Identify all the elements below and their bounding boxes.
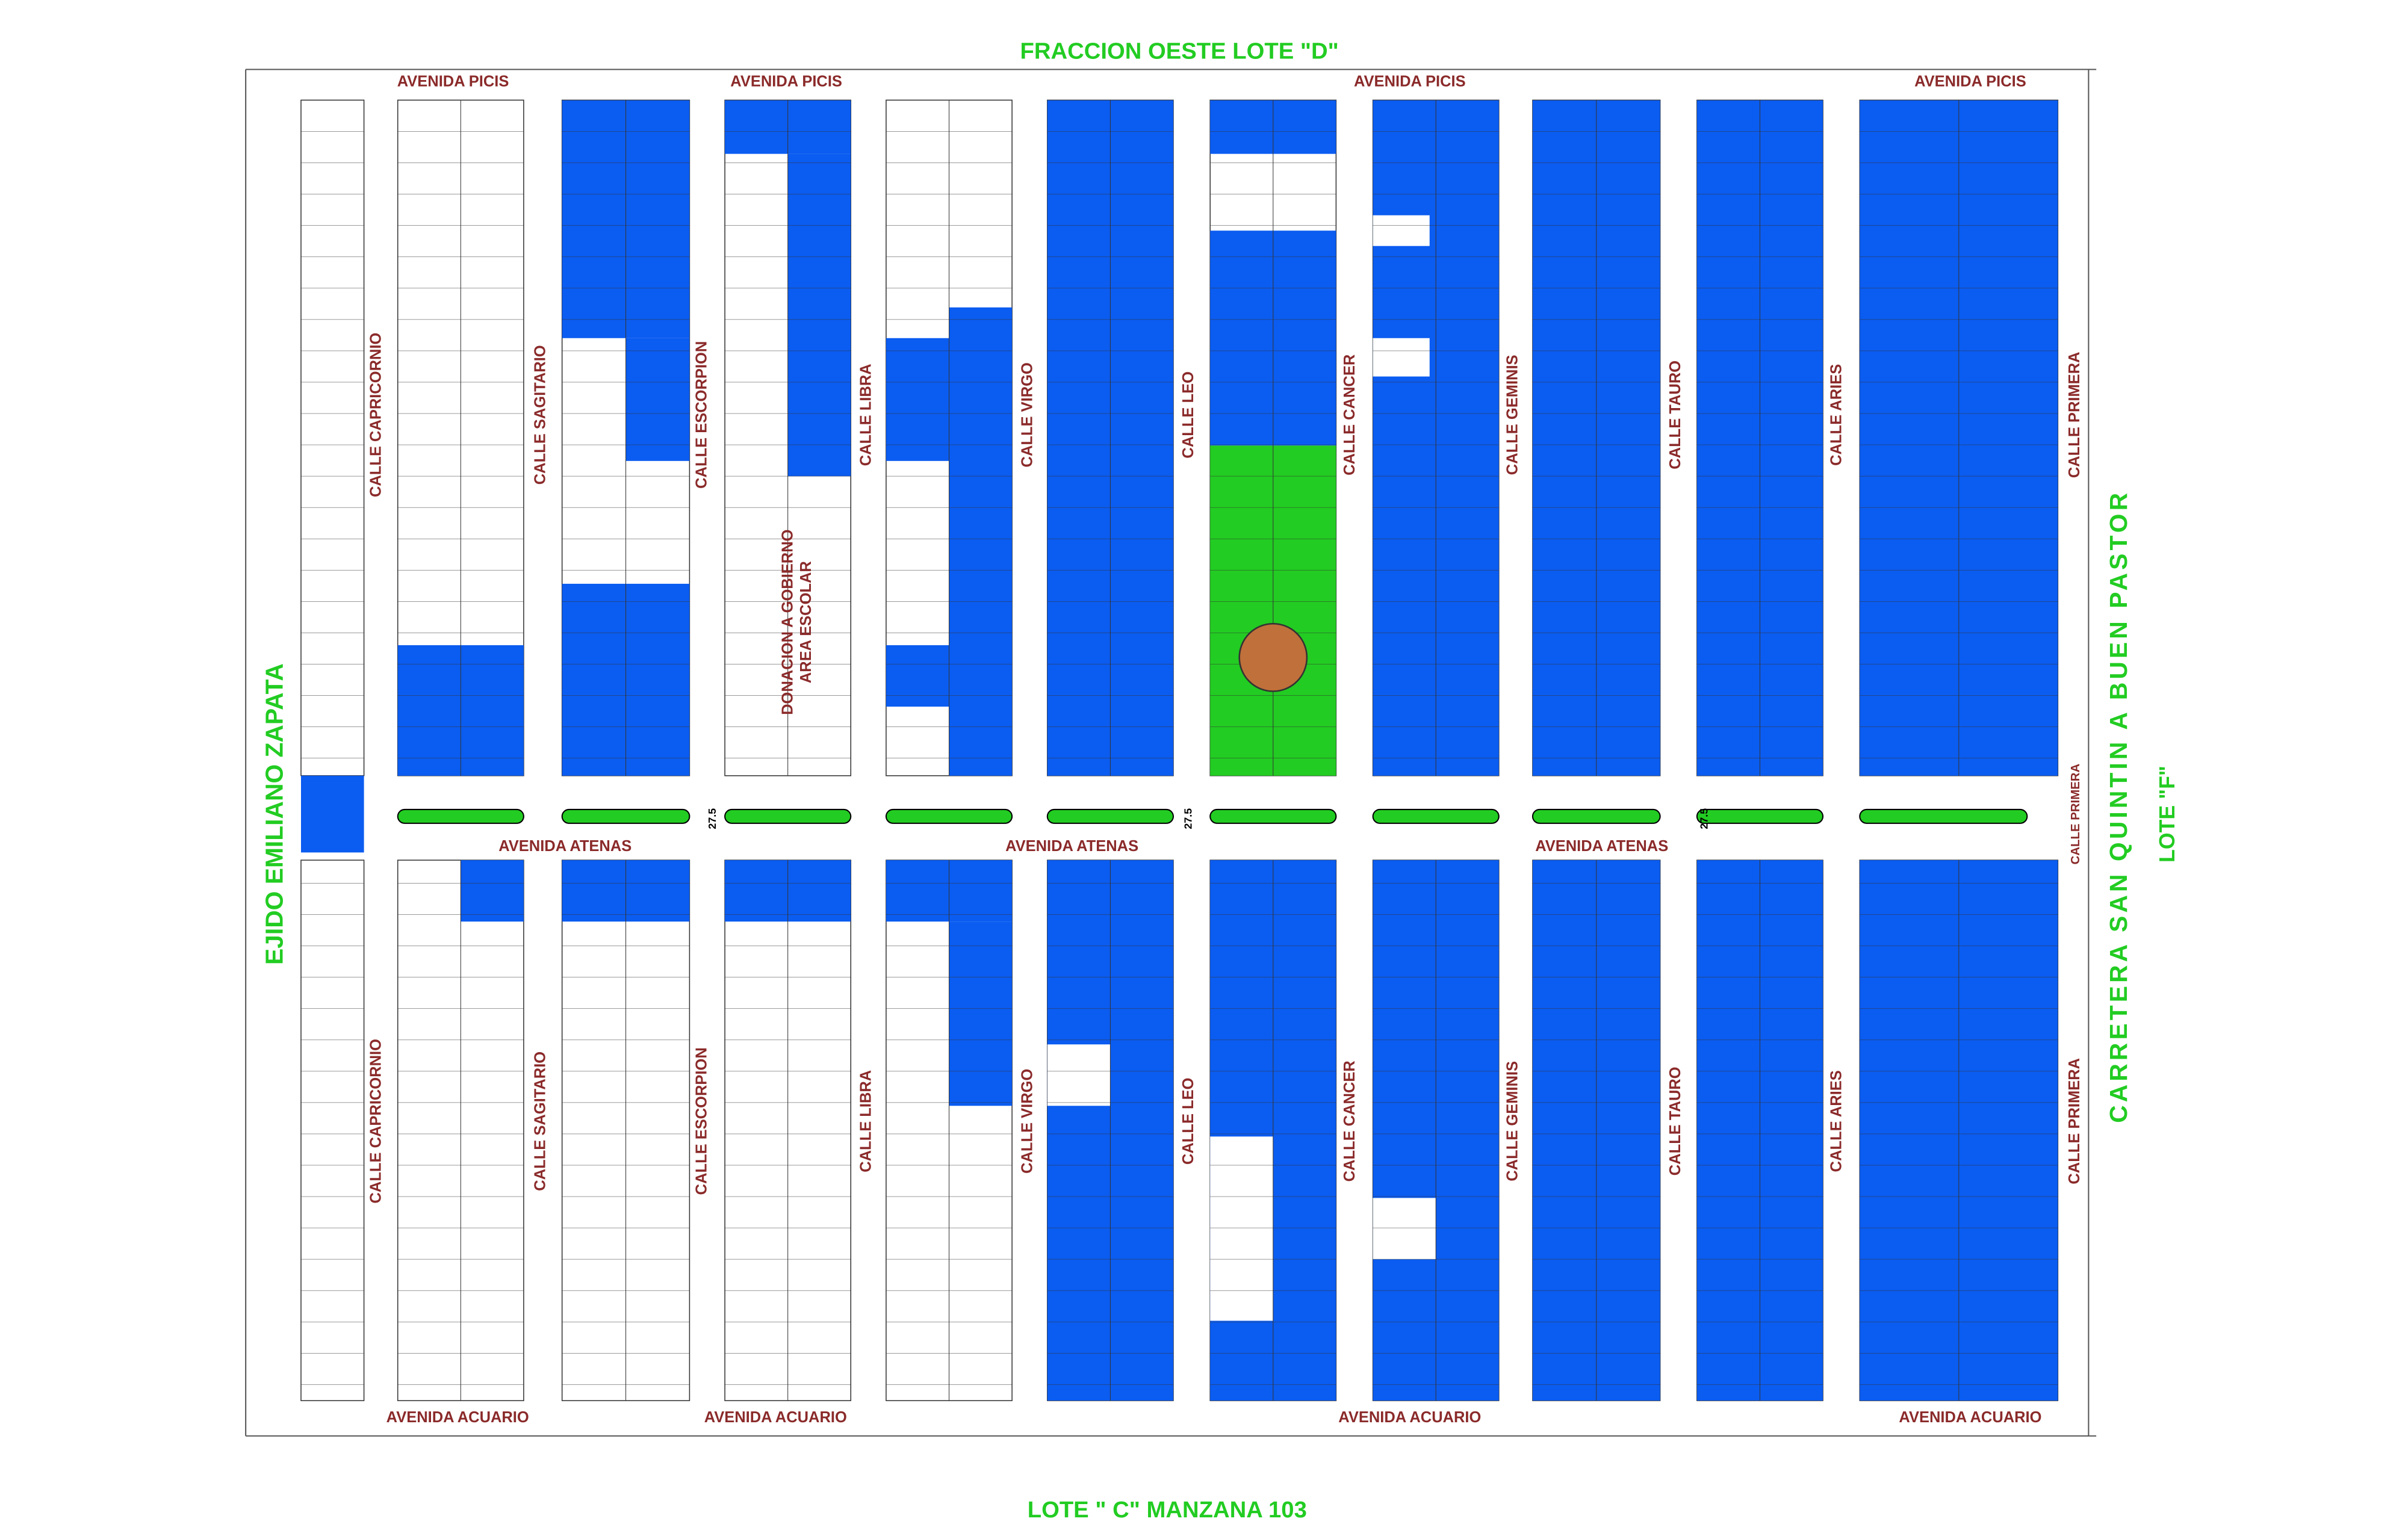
- street-label: CALLE CAPRICORNIO: [368, 1039, 385, 1203]
- avenue-label: AVENIDA ATENAS: [498, 838, 631, 855]
- street-label: CALLE LEO: [1180, 1078, 1197, 1165]
- street-label: CALLE GEMINIS: [1504, 355, 1521, 475]
- street-label: CALLE ARIES: [1828, 364, 1845, 466]
- street-label: CALLE ARIES: [1828, 1070, 1845, 1172]
- street-label: CALLE VIRGO: [1019, 362, 1035, 467]
- bottom-label: LOTE " C" MANZANA 103: [1028, 1497, 1307, 1523]
- street-label: CALLE CAPRICORNIO: [368, 333, 385, 497]
- avenue-label: AVENIDA PICIS: [1354, 73, 1466, 90]
- avenue-label: AVENIDA ACUARIO: [1338, 1409, 1481, 1426]
- title: FRACCION OESTE LOTE "D": [1020, 38, 1339, 64]
- avenue-label: AVENIDA ATENAS: [1005, 838, 1138, 855]
- street-label: CALLE PRIMERA: [2066, 1058, 2083, 1185]
- lot-lines: [301, 100, 364, 776]
- street-label: CALLE SAGITARIO: [532, 1051, 549, 1191]
- street-label: CALLE CANCER: [1341, 355, 1358, 475]
- plaza: [1238, 622, 1308, 692]
- street-label: CALLE LIBRA: [857, 1070, 874, 1172]
- median: [885, 808, 1013, 824]
- street-label: CALLE LEO: [1180, 371, 1197, 458]
- avenue-label: AVENIDA ATENAS: [1535, 838, 1668, 855]
- lot-lines: [301, 860, 364, 1401]
- median: [1372, 808, 1500, 824]
- street-label: CALLE CANCER: [1341, 1061, 1358, 1181]
- street-label: CALLE PRIMERA: [2066, 351, 2083, 478]
- street-label: CALLE ESCORPION: [693, 1047, 710, 1195]
- school-label: AREA ESCOLAR: [798, 561, 815, 683]
- median: [1859, 808, 2028, 824]
- median: [1209, 808, 1337, 824]
- left-label: EJIDO EMILIANO ZAPATA: [260, 663, 288, 965]
- street-label: CALLE LIBRA: [857, 364, 874, 466]
- median: [561, 808, 690, 824]
- street-label: CALLE ESCORPION: [693, 341, 710, 489]
- road-width: 27.5: [1698, 808, 1710, 829]
- blocks: [300, 99, 2059, 1401]
- labels: FRACCION OESTE LOTE "D" LOTE " C" MANZAN…: [260, 38, 2179, 1522]
- median: [1531, 808, 1661, 824]
- street-label: CALLE SAGITARIO: [532, 345, 549, 485]
- median: [724, 808, 852, 824]
- avenue-label: AVENIDA PICIS: [730, 73, 842, 90]
- right-lote: LOTE "F": [2155, 766, 2179, 862]
- street-label: CALLE TAURO: [1667, 1067, 1684, 1175]
- median: [301, 775, 364, 853]
- avenue-label: AVENIDA ACUARIO: [704, 1409, 847, 1426]
- street-label: CALLE VIRGO: [1019, 1069, 1035, 1174]
- street-label: CALLE GEMINIS: [1504, 1061, 1521, 1181]
- avenue-label: AVENIDA ACUARIO: [1899, 1409, 2041, 1426]
- street-label: CALLE PRIMERA: [2069, 763, 2082, 864]
- avenue-label: AVENIDA ACUARIO: [386, 1409, 529, 1426]
- school-label: DONACION A GOBIERNO: [779, 530, 796, 715]
- road-width: 27.5: [706, 808, 718, 829]
- median: [397, 808, 524, 824]
- avenue-label: AVENIDA PICIS: [397, 73, 509, 90]
- right-label: CARRETERA SAN QUINTIN A BUEN PASTOR: [2105, 490, 2132, 1123]
- street-label: CALLE TAURO: [1667, 361, 1684, 469]
- road-width: 27.5: [1182, 808, 1194, 829]
- median: [1046, 808, 1174, 824]
- avenue-label: AVENIDA PICIS: [1914, 73, 2026, 90]
- median: [1696, 808, 1824, 824]
